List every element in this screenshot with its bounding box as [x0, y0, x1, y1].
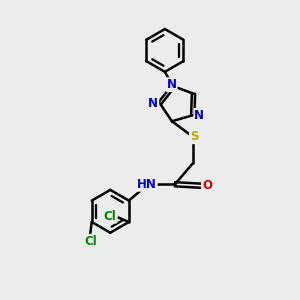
Text: HN: HN: [137, 178, 157, 191]
Text: O: O: [202, 179, 212, 192]
Text: N: N: [194, 109, 204, 122]
Text: N: N: [148, 97, 158, 110]
Text: N: N: [167, 78, 177, 91]
Text: Cl: Cl: [84, 235, 97, 248]
Text: Cl: Cl: [104, 210, 116, 223]
Text: S: S: [190, 130, 199, 143]
